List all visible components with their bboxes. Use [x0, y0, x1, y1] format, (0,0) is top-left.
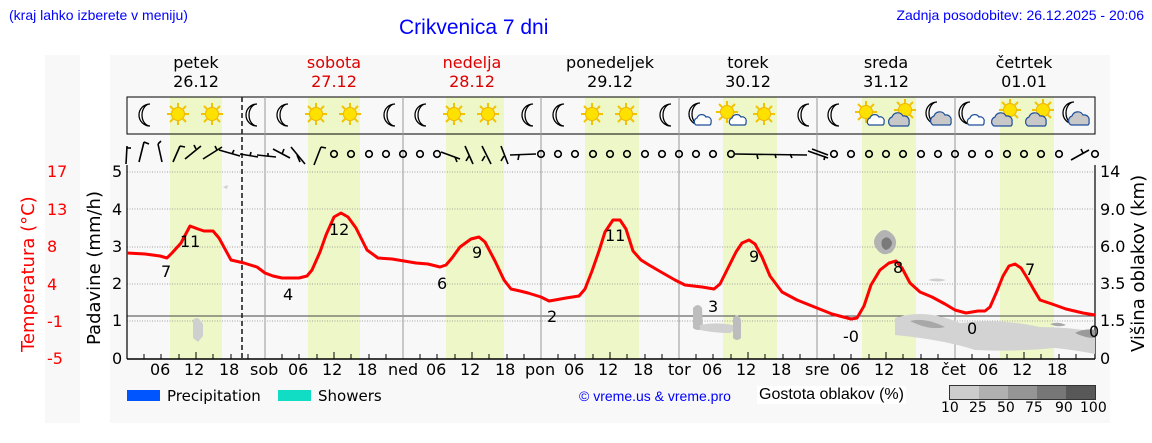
- cloud-density-blobs: [193, 185, 1095, 354]
- precip-tick: 4: [112, 200, 123, 219]
- temp-value: 4: [283, 285, 294, 304]
- temp-value: 8: [893, 258, 904, 277]
- x-tick: 18: [771, 360, 792, 379]
- temp-tick: 4: [47, 275, 58, 294]
- x-tick: 06: [288, 360, 309, 379]
- temp-value: 11: [180, 232, 201, 251]
- precipitation-swatch: [127, 390, 160, 401]
- x-tick: ned: [388, 360, 419, 379]
- showers-legend-label: Showers: [318, 387, 382, 405]
- x-tick: 12: [322, 360, 343, 379]
- last-update: Zadnja posodobitev: 26.12.2025 - 20:06: [896, 7, 1144, 23]
- cloud-tick: 1.5: [1100, 311, 1126, 330]
- temp-value: -0: [843, 327, 859, 346]
- day-header: četrtek 01.01: [995, 53, 1053, 91]
- precip-tick: 0: [112, 349, 123, 368]
- temp-value: 2: [547, 307, 558, 326]
- x-tick: 18: [909, 360, 930, 379]
- daylight-bands: [170, 97, 1054, 359]
- x-tick: pon: [525, 360, 556, 379]
- x-tick: 12: [184, 360, 205, 379]
- cloud-tick: 0: [1100, 349, 1111, 368]
- temp-value: 12: [329, 220, 350, 239]
- temp-value: 6: [437, 274, 448, 293]
- day-header: ponedeljek 29.12: [566, 53, 654, 91]
- cloud-tick: 9.0: [1100, 200, 1126, 219]
- temp-tick: 8: [47, 237, 58, 256]
- temp-tick: -1: [47, 312, 63, 331]
- copyright-link[interactable]: © vreme.us & vreme.pro: [579, 388, 731, 404]
- temp-value: 0: [967, 319, 978, 338]
- x-tick: 06: [840, 360, 861, 379]
- cloud-tick: 3.5: [1100, 274, 1126, 293]
- x-tick: 18: [357, 360, 378, 379]
- temp-value: 11: [605, 226, 626, 245]
- day-header: torek 30.12: [725, 53, 771, 91]
- precip-tick: 2: [112, 274, 123, 293]
- showers-swatch: [278, 390, 311, 401]
- cloud-height-axis-label: Višina oblakov (km): [1128, 174, 1149, 352]
- x-tick: 06: [564, 360, 585, 379]
- x-tick: tor: [668, 360, 691, 379]
- x-tick: 12: [736, 360, 757, 379]
- x-tick: 18: [219, 360, 240, 379]
- cloud-tick: 14: [1100, 162, 1121, 181]
- temperature-axis-label: Temperatura (°C): [18, 196, 39, 352]
- density-tick: 25: [969, 400, 987, 416]
- x-tick: 18: [495, 360, 516, 379]
- region-hint: (kraj lahko izberete v meniju): [9, 7, 188, 23]
- x-tick: 12: [460, 360, 481, 379]
- temp-value: 7: [1025, 260, 1036, 279]
- day-header: nedelja 28.12: [442, 53, 502, 91]
- precip-tick: 5: [112, 162, 123, 181]
- day-header: sreda 31.12: [863, 53, 909, 91]
- density-tick: 50: [997, 400, 1015, 416]
- temp-value: 7: [161, 262, 172, 281]
- x-tick: 12: [1012, 360, 1033, 379]
- temp-value: 0: [1089, 322, 1100, 341]
- temp-tick: 17: [47, 162, 68, 181]
- temp-tick: 13: [47, 200, 68, 219]
- left-axis-panel: [45, 55, 80, 423]
- temp-tick: -5: [47, 349, 63, 368]
- wind-symbols: [125, 140, 1100, 166]
- x-tick: 06: [426, 360, 447, 379]
- x-tick: 18: [633, 360, 654, 379]
- temp-value: 3: [708, 297, 719, 316]
- x-tick: čet: [941, 360, 966, 379]
- precipitation-axis-label: Padavine (mm/h): [84, 191, 105, 345]
- precip-tick: 1: [112, 311, 123, 330]
- cloud-density-scale: [949, 385, 1096, 400]
- precip-tick: 3: [112, 237, 123, 256]
- x-tick: 12: [598, 360, 619, 379]
- day-header: sobota 27.12: [306, 53, 362, 91]
- temp-value: 9: [749, 247, 760, 266]
- cloud-tick: 6.0: [1100, 237, 1126, 256]
- density-tick: 10: [941, 400, 959, 416]
- temperature-line: [126, 211, 1096, 321]
- day-header: petek 26.12: [173, 53, 219, 91]
- x-tick: sre: [805, 360, 830, 379]
- density-tick: 90: [1055, 400, 1073, 416]
- density-tick: 100: [1080, 400, 1107, 416]
- precipitation-legend-label: Precipitation: [167, 387, 261, 405]
- density-tick: 75: [1025, 400, 1043, 416]
- x-tick: sob: [250, 360, 279, 379]
- x-tick: 06: [150, 360, 171, 379]
- x-tick: 06: [978, 360, 999, 379]
- x-tick: 06: [702, 360, 723, 379]
- x-tick: 12: [874, 360, 895, 379]
- page-title: Crikvenica 7 dni: [399, 16, 549, 39]
- temp-value: 9: [472, 243, 483, 262]
- cloud-density-label: Gostota oblakov (%): [757, 386, 906, 404]
- x-tick: 18: [1047, 360, 1068, 379]
